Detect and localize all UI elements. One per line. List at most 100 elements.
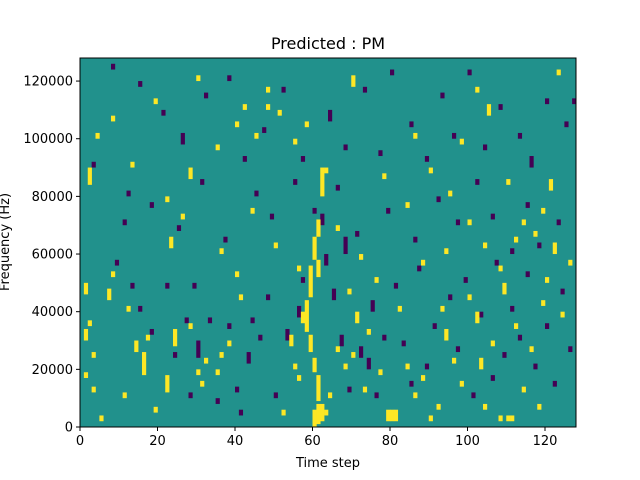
heatmap-cell-low [149, 202, 154, 208]
heatmap-cell-low [409, 121, 414, 128]
heatmap-cell-low [266, 294, 271, 301]
heatmap-cell-high [316, 219, 321, 237]
heatmap-cell-high [351, 75, 356, 87]
heatmap-cell-low [436, 196, 441, 203]
heatmap-cell-high [293, 138, 298, 145]
heatmap-cell-high [405, 202, 410, 208]
heatmap-cell-high [238, 294, 244, 301]
heatmap-cell-high [324, 167, 329, 174]
heatmap-cell-low [413, 236, 418, 243]
heatmap-cell-low [382, 334, 387, 341]
heatmap-cell-high [196, 75, 201, 82]
heatmap-cell-low [250, 317, 255, 324]
heatmap-cell-high [242, 104, 247, 110]
heatmap-cell-high [498, 265, 503, 272]
heatmap-cell-high [87, 167, 92, 185]
heatmap-cell-high [316, 375, 321, 402]
heatmap-cell-low [355, 230, 360, 237]
heatmap-cell-high [475, 311, 480, 324]
x-axis-label: Time step [295, 456, 360, 471]
heatmap-cell-high [541, 207, 546, 214]
heatmap-cell-low [424, 156, 430, 162]
heatmap-cell-low [149, 328, 154, 335]
heatmap-cell-high [452, 357, 457, 364]
heatmap-cell-low [564, 121, 569, 128]
heatmap-cell-high [304, 300, 309, 332]
heatmap-cell-high [347, 288, 352, 295]
heatmap-cell-high [320, 403, 325, 422]
heatmap-cell-high [165, 375, 170, 393]
heatmap-cell-low [285, 328, 290, 341]
heatmap-cell-low [207, 317, 213, 324]
heatmap-cell-high [490, 340, 495, 347]
heatmap-cell-high [343, 363, 348, 370]
plot-frame [79, 57, 577, 428]
heatmap-cell-low [335, 184, 340, 191]
heatmap-cell-low [490, 375, 495, 381]
heatmap-cell-low [223, 236, 228, 243]
heatmap-cell-low [362, 86, 368, 93]
heatmap-cell-high [378, 369, 383, 376]
heatmap-cell-high [552, 242, 557, 255]
heatmap-cell-low [192, 282, 197, 289]
heatmap-cell-high [556, 69, 561, 76]
heatmap-cell-high [521, 219, 526, 226]
heatmap-cell-low [176, 225, 182, 231]
heatmap-cell-high [545, 277, 550, 283]
heatmap-cell-high [428, 415, 433, 422]
heatmap-cell-high [316, 403, 321, 425]
heatmap-cell-low [114, 259, 120, 266]
heatmap-cell-high [351, 352, 356, 358]
x-tick-label: 40 [227, 434, 244, 449]
heatmap-cell-low [269, 213, 275, 220]
heatmap-cell-high [312, 409, 317, 427]
heatmap-cell-high [537, 403, 542, 410]
heatmap-cell-high [486, 104, 492, 116]
heatmap-cell-high [200, 380, 205, 387]
heatmap-cell-high [83, 328, 89, 341]
heatmap-cell-high [293, 363, 298, 370]
heatmap-cell-low [533, 363, 538, 370]
y-tick-label: 60000 [32, 248, 73, 263]
heatmap-cell-low [452, 132, 457, 139]
heatmap-cell-low [401, 340, 406, 347]
heatmap-cell-high [297, 265, 302, 272]
heatmap-cell-low [273, 392, 278, 399]
heatmap-cell-high [467, 294, 472, 301]
heatmap-cell-high [215, 369, 220, 376]
heatmap-cell-low [490, 213, 495, 220]
heatmap-cell-high [95, 132, 100, 139]
heatmap-cell-low [328, 109, 333, 122]
heatmap-cell-high [436, 403, 441, 410]
heatmap-cell-low [235, 386, 240, 393]
heatmap-cell-low [424, 363, 430, 370]
y-tick-label: 80000 [32, 190, 73, 205]
y-tick-label: 100000 [23, 132, 73, 147]
heatmap-cell-high [413, 392, 418, 399]
y-tick-label: 20000 [32, 363, 73, 378]
heatmap-cell-high [386, 409, 391, 422]
heatmap-cell-high [362, 386, 368, 393]
y-tick-label: 0 [65, 421, 73, 436]
heatmap-cell-high [204, 357, 209, 364]
heatmap-cell-low [556, 219, 561, 226]
heatmap-cell-high [297, 375, 302, 381]
heatmap-cell-high [428, 167, 433, 174]
heatmap-cell-low [471, 392, 476, 399]
heatmap-cell-high [91, 386, 96, 393]
heatmap-cell-high [215, 144, 220, 151]
heatmap-cell-low [300, 156, 306, 162]
heatmap-cell-low [560, 288, 565, 295]
heatmap-cell-low [173, 352, 178, 358]
heatmap-cell-low [510, 305, 515, 312]
heatmap-cell-high [312, 357, 317, 373]
heatmap-cell-high [514, 236, 519, 243]
x-tick-label: 120 [533, 434, 558, 449]
heatmap-cell-high [568, 259, 573, 266]
heatmap-cell-low [378, 150, 383, 157]
heatmap-cell-high [413, 132, 418, 139]
heatmap-cell-high [165, 196, 170, 203]
heatmap-cell-high [289, 334, 294, 347]
heatmap-cell-high [514, 323, 519, 329]
heatmap-cell-high [111, 115, 116, 122]
